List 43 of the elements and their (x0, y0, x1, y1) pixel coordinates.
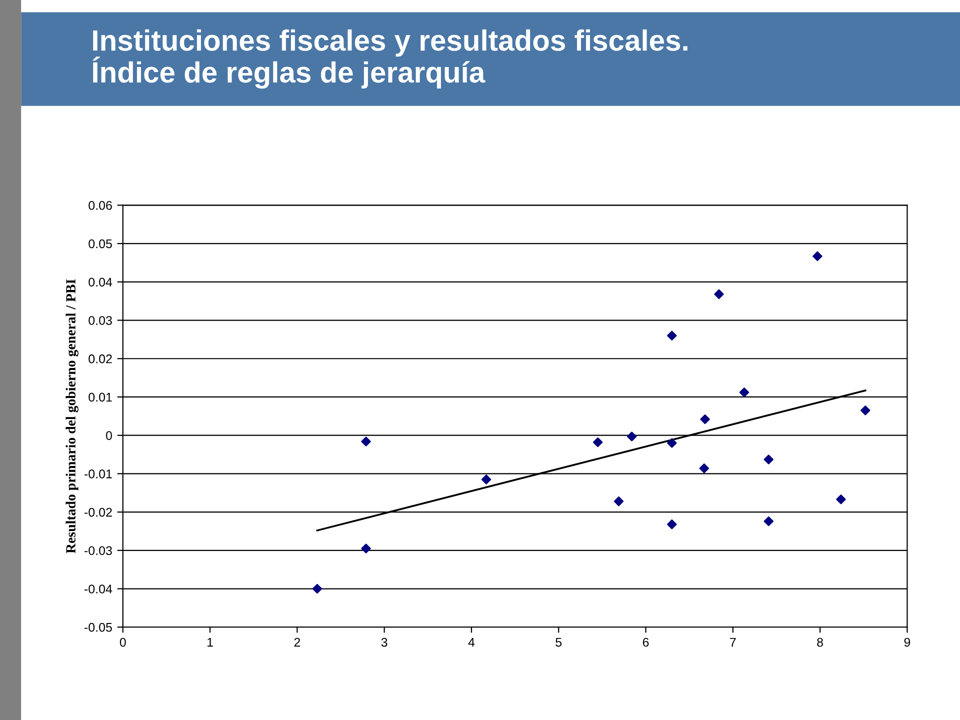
y-tick-label: 0.03 (88, 316, 112, 325)
x-tick-label: 3 (381, 638, 388, 647)
point (699, 463, 710, 474)
y-axis-title: Resultado primario del gobierno general / PBI (66, 279, 78, 554)
point (812, 251, 822, 262)
point (667, 438, 677, 448)
y-tick-label: 0.04 (88, 278, 112, 287)
point (481, 474, 492, 484)
point (700, 414, 710, 424)
point (739, 388, 750, 398)
y-tick-label: -0.05 (84, 622, 112, 632)
point (361, 436, 371, 446)
y-tick-label: 0.05 (88, 239, 112, 248)
y-tick-label: 0 (106, 431, 112, 440)
x-tick-label: 6 (642, 638, 649, 647)
x-tick-label: 1 (208, 638, 213, 647)
point (667, 330, 677, 340)
point (714, 289, 724, 300)
y-tick-label: 0.06 (88, 201, 112, 210)
point (764, 454, 774, 464)
point (614, 496, 624, 506)
point (764, 516, 774, 526)
point (592, 437, 603, 448)
point (667, 519, 677, 530)
chart-title: Instituciones fiscales y resultados fiscales. Índice de reglas de jerarquía (92, 29, 688, 89)
y-tick-label: 0.01 (88, 392, 112, 402)
y-tick-label: 0.02 (88, 354, 112, 364)
x-tick-label: 0 (120, 638, 126, 647)
x-tick-label: 8 (817, 638, 823, 647)
y-tick-label: -0.03 (84, 546, 112, 556)
x-tick-label: 9 (904, 638, 910, 647)
point (626, 432, 637, 442)
y-tick-label: -0.02 (84, 508, 112, 517)
x-tick-label: 2 (294, 638, 300, 647)
y-tick-label: -0.04 (84, 584, 112, 594)
point (860, 406, 870, 416)
point (836, 494, 846, 504)
x-tick-label: 4 (468, 638, 475, 647)
point (361, 544, 371, 554)
x-tick-label: 5 (556, 638, 562, 647)
y-tick-label: -0.01 (84, 469, 112, 478)
x-tick-label: 7 (730, 638, 736, 647)
point (312, 584, 322, 594)
